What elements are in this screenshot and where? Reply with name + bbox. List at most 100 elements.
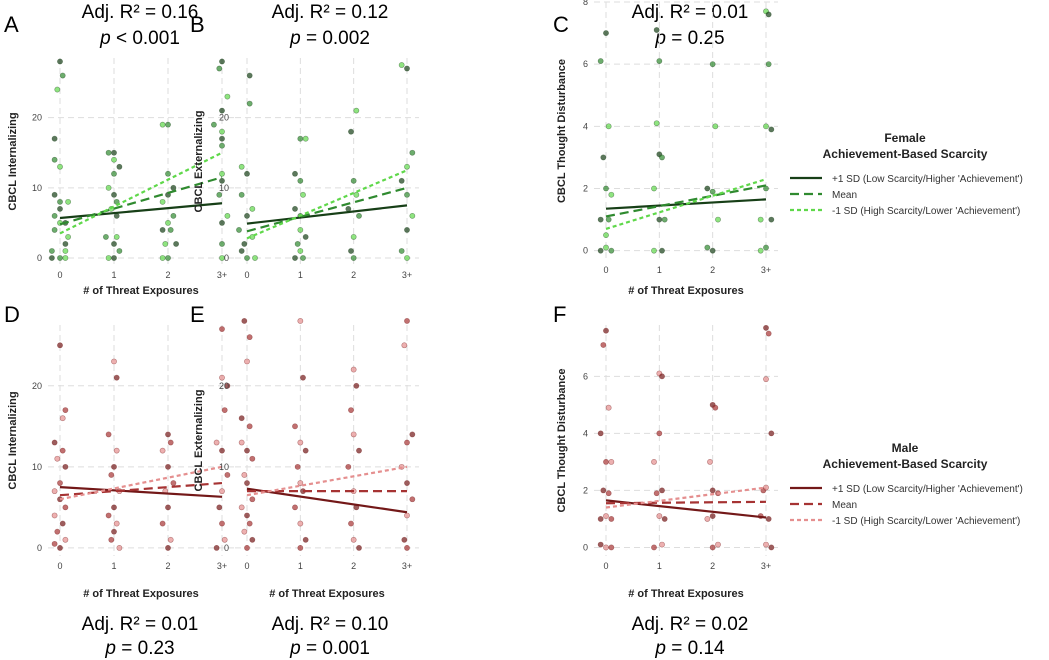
x-tick-label: 3+ — [761, 265, 771, 275]
data-point — [57, 163, 63, 170]
data-point — [715, 216, 721, 223]
data-point — [244, 447, 250, 454]
data-point — [238, 415, 245, 422]
plus-1sd-line — [605, 499, 767, 519]
data-point — [302, 135, 309, 142]
data-point — [763, 244, 769, 251]
mean-line — [59, 176, 223, 226]
data-point — [159, 227, 166, 233]
data-point — [659, 373, 665, 380]
data-point — [404, 255, 410, 261]
data-point — [244, 170, 250, 177]
data-point — [244, 512, 250, 519]
x-tick-label: 1 — [657, 561, 662, 571]
x-tick-label: 2 — [351, 270, 356, 280]
data-point — [404, 480, 410, 486]
data-point — [49, 248, 55, 254]
y-tick-label: 0 — [583, 542, 588, 552]
data-point — [219, 520, 225, 527]
data-point — [603, 544, 609, 551]
data-point — [763, 376, 769, 383]
data-point — [57, 58, 63, 65]
panel-title: Adj. R² = 0.16 — [82, 2, 199, 23]
y-tick-label: 10 — [32, 183, 42, 193]
data-point — [597, 58, 604, 64]
legend-title: Male — [892, 441, 919, 455]
data-point — [765, 61, 772, 68]
data-point — [221, 536, 228, 543]
data-point — [600, 154, 607, 161]
data-point — [219, 170, 225, 177]
data-point — [170, 212, 177, 219]
data-point — [213, 544, 220, 551]
data-point — [600, 342, 607, 348]
data-point — [159, 255, 166, 261]
data-point — [398, 248, 405, 254]
legend-subtitle: Achievement-Based Scarcity — [823, 457, 988, 471]
data-point — [165, 544, 171, 551]
data-point — [111, 504, 117, 511]
panel-p-value: p = 0.23 — [104, 638, 174, 659]
data-point — [219, 128, 225, 135]
panel-title: Adj. R² = 0.02 — [632, 614, 749, 635]
data-point — [224, 382, 231, 389]
data-point — [763, 324, 769, 331]
data-point — [111, 463, 117, 470]
data-point — [108, 536, 115, 543]
panel-p-value: p = 0.002 — [289, 28, 370, 49]
legend-item-label: -1 SD (High Scarcity/Lower 'Achievement'… — [832, 206, 1020, 217]
data-point — [608, 516, 615, 522]
data-point — [51, 540, 58, 547]
data-point — [302, 536, 309, 543]
y-tick-label: 20 — [219, 113, 229, 123]
data-point — [712, 123, 719, 130]
data-point — [216, 65, 223, 72]
x-axis-label: # of Threat Exposures — [269, 588, 385, 600]
x-tick-label: 0 — [244, 561, 249, 571]
y-axis-label: CBCL Internalizing — [7, 112, 19, 210]
data-point — [659, 541, 665, 548]
data-point — [219, 255, 225, 261]
minus-1sd-line — [246, 465, 408, 497]
data-point — [51, 212, 58, 219]
data-point — [219, 326, 225, 332]
data-point — [704, 244, 711, 251]
data-point — [651, 185, 657, 192]
data-point — [765, 330, 772, 337]
data-point — [348, 248, 354, 254]
data-point — [59, 415, 66, 422]
data-point — [297, 318, 304, 324]
panel-F: F Adj. R² = 0.02 p = 0.14 0 2 4 6 0 1 2 3+ CBCL Tho… — [553, 302, 778, 659]
data-point — [709, 188, 716, 195]
y-tick-label: 0 — [37, 253, 42, 263]
y-axis-label: CBCL Externalizing — [193, 111, 205, 213]
data-point — [348, 407, 354, 414]
data-point — [768, 430, 775, 437]
data-point — [241, 318, 248, 324]
data-point — [219, 58, 225, 65]
data-point — [709, 487, 716, 494]
data-point — [62, 536, 69, 543]
data-point — [297, 227, 304, 233]
panel-letter: C — [553, 12, 569, 37]
x-tick-label: 0 — [603, 561, 608, 571]
y-tick-label: 20 — [32, 113, 42, 123]
panel-D: D Adj. R² = 0.01 p = 0.23 0 10 20 0 1 2 3+ CBCL In… — [4, 302, 234, 659]
data-point — [113, 520, 120, 527]
data-point — [605, 490, 612, 497]
data-point — [246, 100, 253, 107]
data-point — [768, 544, 775, 551]
data-point — [219, 241, 225, 247]
data-point — [600, 487, 607, 494]
data-point — [51, 227, 58, 233]
data-point — [768, 126, 775, 133]
data-point — [409, 431, 416, 438]
data-point — [111, 528, 117, 535]
data-point — [297, 135, 304, 142]
data-point — [656, 430, 663, 437]
data-point — [57, 480, 63, 486]
data-point — [167, 439, 174, 446]
data-point — [62, 248, 69, 254]
data-point — [656, 513, 663, 519]
data-point — [105, 512, 112, 519]
